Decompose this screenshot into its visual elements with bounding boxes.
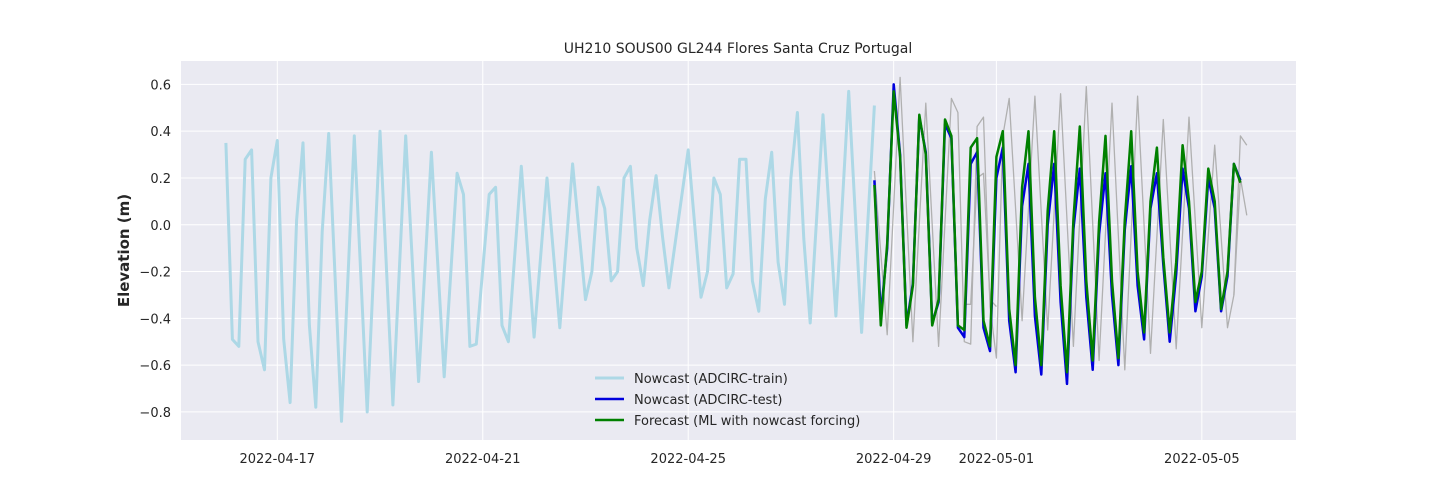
x-tick-label: 2022-05-05 [1164, 452, 1240, 467]
y-axis-label: Elevation (m) [115, 194, 133, 307]
legend-label: Nowcast (ADCIRC-train) [634, 372, 788, 387]
y-tick-label: −0.2 [139, 266, 171, 281]
y-tick-label: 0.4 [150, 125, 171, 140]
series-line-observed [873, 76, 1248, 371]
y-tick-label: 0.0 [150, 219, 171, 234]
legend: Nowcast (ADCIRC-train) Nowcast (ADCIRC-te… [595, 372, 860, 429]
x-tick-label: 2022-04-29 [856, 452, 932, 467]
chart-title: UH210 SOUS00 GL244 Flores Santa Cruz Por… [564, 41, 912, 57]
legend-label: Nowcast (ADCIRC-test) [634, 393, 783, 408]
x-tick-label: 2022-05-01 [959, 452, 1035, 467]
y-tick-label: 0.2 [150, 172, 171, 187]
x-tick-label: 2022-04-25 [650, 452, 726, 467]
y-axis: −0.8 −0.6 −0.4 −0.2 0.0 0.2 0.4 0.6 [139, 78, 171, 421]
x-axis: 2022-04-17 2022-04-21 2022-04-25 2022-04-29… [240, 452, 1240, 467]
y-tick-label: −0.8 [139, 406, 171, 421]
legend-label: Forecast (ML with nowcast forcing) [634, 414, 860, 429]
series-group [224, 76, 1248, 423]
y-tick-label: −0.4 [139, 312, 171, 327]
x-tick-label: 2022-04-21 [445, 452, 521, 467]
series-line-forecast-ml-with-nowcast-forcing [873, 90, 1242, 374]
y-tick-label: −0.6 [139, 359, 171, 374]
series-line-nowcast-adcirc-train [224, 89, 876, 423]
y-tick-label: 0.6 [150, 78, 171, 93]
x-tick-label: 2022-04-17 [240, 452, 316, 467]
